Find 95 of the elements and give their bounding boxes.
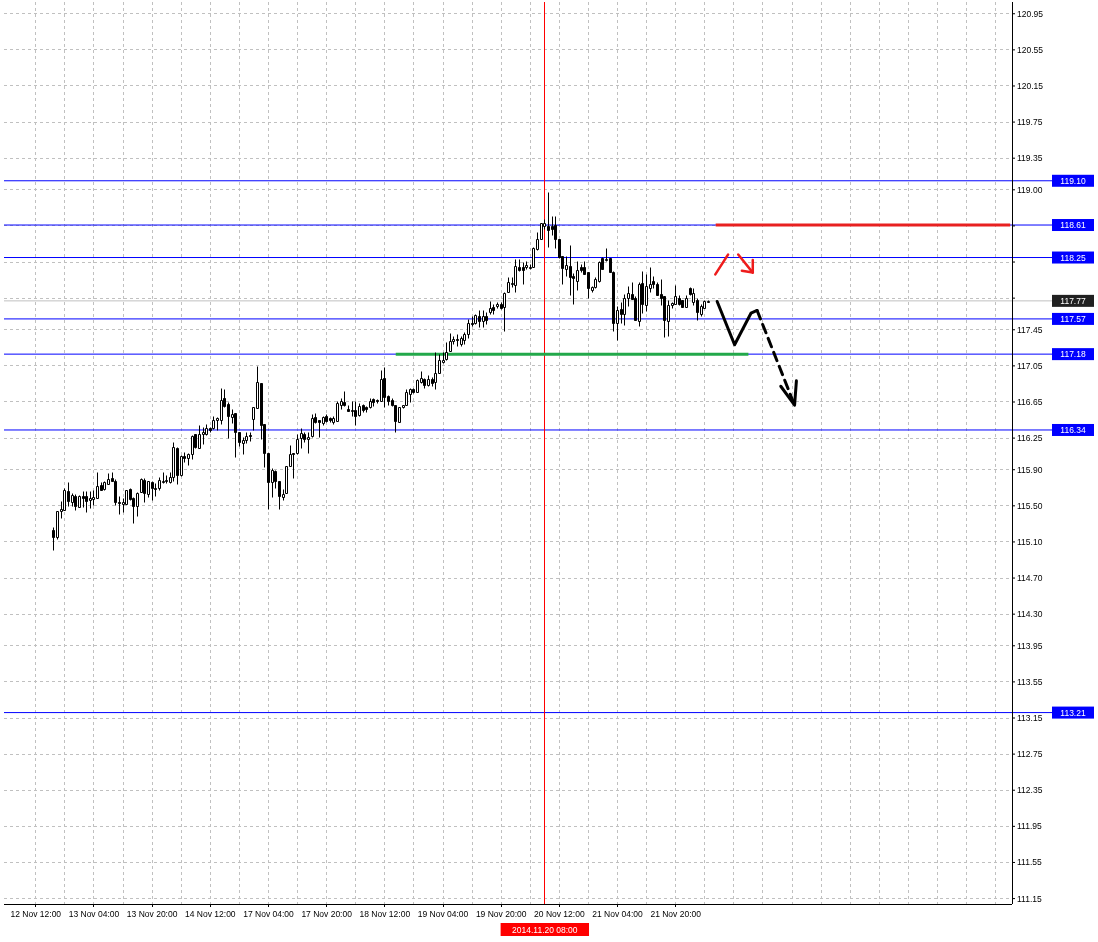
y-tick-label: 116.25 xyxy=(1017,433,1043,444)
candlestick xyxy=(343,391,346,407)
candlestick xyxy=(456,334,459,347)
y-tick-label: 113.95 xyxy=(1017,640,1043,651)
candlestick xyxy=(311,414,314,438)
y-tick-label: 112.35 xyxy=(1017,785,1043,796)
x-tick-label: 14 Nov 12:00 xyxy=(185,909,236,919)
candlestick xyxy=(354,401,357,426)
ref-line-label: 117.18 xyxy=(1060,349,1086,360)
ref-line-label: 117.57 xyxy=(1060,313,1086,324)
candlestick xyxy=(478,310,481,328)
candlestick xyxy=(445,342,448,361)
candlestick xyxy=(496,302,499,309)
y-tick-label: 113.15 xyxy=(1017,713,1043,723)
candlestick xyxy=(547,192,550,248)
candlestick xyxy=(409,388,412,403)
candlestick xyxy=(507,277,510,293)
candlestick xyxy=(202,427,205,445)
x-tick-label: 2014.11.20 08:00 xyxy=(512,924,578,935)
candlestick xyxy=(249,432,252,442)
candlestick xyxy=(325,414,328,423)
candlestick xyxy=(503,292,506,332)
x-tick-label: 13 Nov 20:00 xyxy=(126,909,178,919)
candlestick xyxy=(485,312,488,325)
candlestick xyxy=(300,428,303,449)
y-tick-label: 117.45 xyxy=(1017,324,1043,335)
candlestick xyxy=(667,300,670,337)
x-tick-label: 21 Nov 20:00 xyxy=(650,909,702,919)
candlestick xyxy=(143,478,146,503)
candlestick xyxy=(482,310,485,328)
candlestick xyxy=(198,425,201,449)
candlestick xyxy=(172,442,175,482)
x-tick-label: 13 Nov 04:00 xyxy=(68,909,120,919)
y-tick-label: 120.15 xyxy=(1017,80,1044,91)
candlestick xyxy=(492,304,495,315)
candlestick xyxy=(434,352,437,390)
candlestick xyxy=(89,491,92,509)
y-tick-label: 120.55 xyxy=(1017,44,1044,55)
candlestick xyxy=(514,259,517,293)
x-tick-label: 21 Nov 04:00 xyxy=(592,909,644,919)
candlestick xyxy=(336,401,339,422)
ref-line-label: 118.61 xyxy=(1060,220,1086,231)
y-tick-label: 111.15 xyxy=(1017,893,1043,904)
x-tick-label: 19 Nov 20:00 xyxy=(475,909,527,919)
x-tick-label: 17 Nov 04:00 xyxy=(243,909,295,919)
y-tick-label: 115.90 xyxy=(1017,464,1043,475)
candlestick xyxy=(67,482,70,507)
y-tick-label: 119.75 xyxy=(1017,117,1043,128)
candlestick xyxy=(681,300,684,308)
candlestick xyxy=(449,333,452,352)
candlestick xyxy=(369,398,372,409)
ref-line-label: 113.21 xyxy=(1060,707,1086,718)
y-tick-label: 114.30 xyxy=(1017,609,1043,620)
candlestick xyxy=(165,475,168,484)
candlestick xyxy=(212,416,215,430)
candlestick xyxy=(176,447,179,485)
candlestick xyxy=(685,295,688,308)
x-tick-label: 19 Nov 04:00 xyxy=(417,909,469,919)
x-tick-label: 12 Nov 12:00 xyxy=(10,909,62,919)
candlestick xyxy=(78,495,81,508)
y-tick-label: 113.55 xyxy=(1017,676,1043,687)
y-tick-label: 119.00 xyxy=(1017,184,1043,195)
candlestick xyxy=(427,375,430,387)
x-tick-label: 18 Nov 12:00 xyxy=(359,909,411,919)
candlestick xyxy=(74,494,77,511)
candlestick xyxy=(362,404,365,413)
candlestick xyxy=(674,285,677,305)
candlestick xyxy=(85,491,88,513)
candlestick xyxy=(234,413,237,458)
candlestick xyxy=(460,336,463,347)
y-tick-label: 111.55 xyxy=(1017,857,1043,868)
ref-line-label: 119.10 xyxy=(1060,175,1086,186)
candlestick xyxy=(405,389,408,406)
candlestick xyxy=(474,314,477,325)
ref-line-label: 117.77 xyxy=(1060,295,1086,306)
y-tick-label: 115.10 xyxy=(1017,536,1043,547)
y-tick-label: 117.05 xyxy=(1017,360,1043,371)
candlestick xyxy=(151,481,154,501)
candlestick xyxy=(489,301,492,315)
ref-line-label: 116.34 xyxy=(1060,424,1086,435)
ref-line-label: 118.25 xyxy=(1060,252,1086,263)
y-tick-label: 116.65 xyxy=(1017,396,1043,407)
candlestick xyxy=(307,432,310,454)
x-tick-label: 20 Nov 12:00 xyxy=(534,909,585,919)
y-tick-label: 115.50 xyxy=(1017,500,1043,511)
candlestick xyxy=(522,262,525,285)
candlestick xyxy=(372,398,375,407)
candlestick xyxy=(329,417,332,423)
candlestick xyxy=(383,367,386,408)
y-tick-label: 111.95 xyxy=(1017,821,1043,832)
x-tick-label: 17 Nov 20:00 xyxy=(301,909,353,919)
y-tick-label: 119.35 xyxy=(1017,153,1043,164)
y-tick-label: 120.95 xyxy=(1017,8,1044,19)
y-tick-label: 112.75 xyxy=(1017,749,1043,760)
y-tick-label: 114.70 xyxy=(1017,573,1043,584)
